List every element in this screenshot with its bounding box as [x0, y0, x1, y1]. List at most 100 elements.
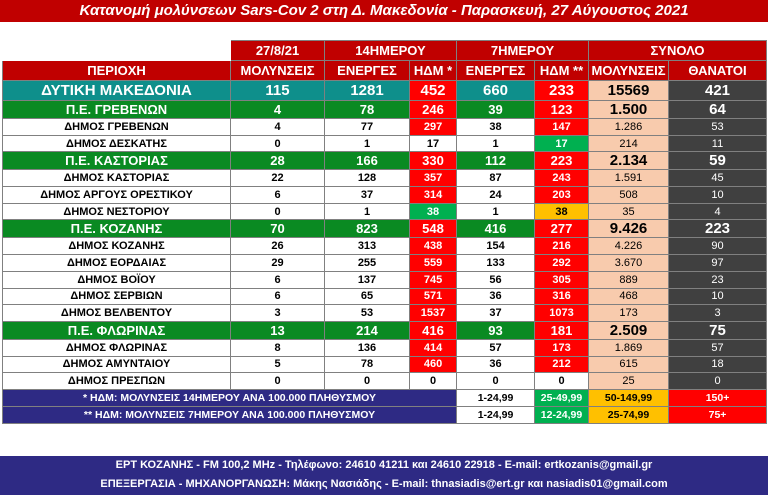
- active-14day: 255: [324, 254, 410, 272]
- daily-infections: 6: [230, 186, 325, 204]
- total-deaths: 223: [668, 219, 768, 239]
- header-hdm14: ΗΔΜ *: [408, 60, 458, 81]
- total-infections: 173: [588, 304, 670, 322]
- active-14day: 823: [324, 219, 410, 239]
- region-name: ΔΗΜΟΣ ΣΕΡΒΙΩΝ: [2, 287, 231, 306]
- hdm-7day: 316: [534, 287, 590, 306]
- region-name: ΔΗΜΟΣ ΓΡΕΒΕΝΩΝ: [2, 118, 231, 136]
- hdm-7day: 292: [534, 254, 590, 272]
- region-name: ΔΥΤΙΚΗ ΜΑΚΕΔΟΝΙΑ: [2, 80, 231, 101]
- region-name: Π.Ε. ΚΑΣΤΟΡΙΑΣ: [2, 151, 231, 171]
- total-infections: 214: [588, 134, 670, 153]
- hdm-14day: 745: [408, 270, 458, 289]
- active-7day: 660: [456, 80, 536, 101]
- active-7day: 133: [456, 254, 536, 272]
- legend-range: 12-24,99: [534, 405, 590, 424]
- hdm-7day: 17: [534, 134, 590, 153]
- active-7day: 1: [456, 202, 536, 221]
- municipality-row: ΔΗΜΟΣ ΚΟΖΑΝΗΣ 26 313 438 154 216 4.226 90: [2, 237, 768, 256]
- active-14day: 1: [324, 202, 410, 221]
- header-total-infections: ΜΟΛΥΝΣΕΙΣ: [588, 60, 670, 81]
- total-deaths: 53: [668, 118, 768, 136]
- header-date: 27/8/21: [230, 40, 325, 61]
- total-deaths: 57: [668, 338, 768, 357]
- region-name: ΔΗΜΟΣ ΚΑΣΤΟΡΙΑΣ: [2, 169, 231, 188]
- region-name: ΔΗΜΟΣ ΔΕΣΚΑΤΗΣ: [2, 134, 231, 153]
- legend-range: 1-24,99: [456, 405, 536, 424]
- covid-table: 27/8/21 14ΗΜΕΡΟΥ 7ΗΜΕΡΟΥ ΣΥΝΟΛΟ ΠΕΡΙΟΧΗ …: [1, 40, 768, 424]
- hdm-14day: 559: [408, 254, 458, 272]
- total-deaths: 64: [668, 100, 768, 119]
- active-14day: 136: [324, 338, 410, 357]
- hdm-7day: 277: [534, 219, 590, 239]
- active-14day: 78: [324, 355, 410, 374]
- daily-infections: 13: [230, 320, 325, 340]
- daily-infections: 5: [230, 355, 325, 374]
- active-14day: 78: [324, 100, 410, 119]
- hdm-14day: 357: [408, 169, 458, 188]
- footer: ΕΡΤ ΚΟΖΑΝΗΣ - FM 100,2 MHz - Τηλέφωνο: 2…: [0, 456, 768, 495]
- header-row-columns: ΠΕΡΙΟΧΗ ΜΟΛΥΝΣΕΙΣ ΕΝΕΡΓΕΣ ΗΔΜ * ΕΝΕΡΓΕΣ …: [2, 60, 768, 81]
- hdm-14day: 452: [408, 80, 458, 101]
- total-infections: 35: [588, 202, 670, 221]
- hdm-14day: 297: [408, 118, 458, 136]
- total-deaths: 75: [668, 320, 768, 340]
- daily-infections: 115: [230, 80, 325, 101]
- municipality-row: ΔΗΜΟΣ ΕΟΡΔΑΙΑΣ 29 255 559 133 292 3.670 97: [2, 254, 768, 272]
- legend-row: ** ΗΔΜ: ΜΟΛΥΝΣΕΙΣ 7ΗΜΕΡΟΥ ΑΝΑ 100.000 ΠΛ…: [1, 405, 768, 424]
- region-name: ΔΗΜΟΣ ΦΛΩΡΙΝΑΣ: [2, 338, 231, 357]
- hdm-14day: 314: [408, 186, 458, 204]
- active-14day: 77: [324, 118, 410, 136]
- daily-infections: 8: [230, 338, 325, 357]
- legend-range: 1-24,99: [456, 388, 536, 407]
- region-name: Π.Ε. ΦΛΩΡΙΝΑΣ: [2, 320, 231, 340]
- municipality-row: ΔΗΜΟΣ ΝΕΣΤΟΡΙΟΥ 0 1 38 1 38 35 4: [2, 202, 768, 221]
- active-7day: 36: [456, 355, 536, 374]
- total-infections: 9.426: [588, 219, 670, 239]
- total-deaths: 90: [668, 237, 768, 256]
- hdm-7day: 203: [534, 186, 590, 204]
- header-deaths: ΘΑΝΑΤΟΙ: [668, 60, 768, 81]
- total-deaths: 11: [668, 134, 768, 153]
- region-name: ΔΗΜΟΣ ΑΡΓΟΥΣ ΟΡΕΣΤΙΚΟΥ: [2, 186, 231, 204]
- active-14day: 128: [324, 169, 410, 188]
- region-name: ΔΗΜΟΣ ΒΕΛΒΕΝΤΟΥ: [2, 304, 231, 322]
- total-deaths: 97: [668, 254, 768, 272]
- daily-infections: 0: [230, 134, 325, 153]
- daily-infections: 22: [230, 169, 325, 188]
- legend-text: ** ΗΔΜ: ΜΟΛΥΝΣΕΙΣ 7ΗΜΕΡΟΥ ΑΝΑ 100.000 ΠΛ…: [1, 405, 458, 424]
- hdm-14day: 330: [408, 151, 458, 171]
- active-7day: 1: [456, 134, 536, 153]
- hdm-14day: 17: [408, 134, 458, 153]
- daily-infections: 26: [230, 237, 325, 256]
- total-infections: 2.134: [588, 151, 670, 171]
- total-infections: 1.591: [588, 169, 670, 188]
- active-7day: 0: [456, 372, 536, 390]
- total-deaths: 10: [668, 287, 768, 306]
- hdm-14day: 571: [408, 287, 458, 306]
- active-7day: 154: [456, 237, 536, 256]
- hdm-14day: 548: [408, 219, 458, 239]
- active-14day: 166: [324, 151, 410, 171]
- active-14day: 137: [324, 270, 410, 289]
- total-deaths: 23: [668, 270, 768, 289]
- header-row-groups: 27/8/21 14ΗΜΕΡΟΥ 7ΗΜΕΡΟΥ ΣΥΝΟΛΟ: [2, 40, 768, 61]
- total-infections: 2.509: [588, 320, 670, 340]
- region-name: ΔΗΜΟΣ ΚΟΖΑΝΗΣ: [2, 237, 231, 256]
- daily-infections: 4: [230, 100, 325, 119]
- active-7day: 36: [456, 287, 536, 306]
- header-14day: 14ΗΜΕΡΟΥ: [323, 40, 458, 61]
- active-7day: 416: [456, 219, 536, 239]
- hdm-7day: 181: [534, 320, 590, 340]
- total-infections: 1.286: [588, 118, 670, 136]
- header-total: ΣΥΝΟΛΟ: [588, 40, 768, 61]
- municipality-row: ΔΗΜΟΣ ΔΕΣΚΑΤΗΣ 0 1 17 1 17 214 11: [2, 134, 768, 153]
- hdm-14day: 0: [408, 372, 458, 390]
- total-deaths: 59: [668, 151, 768, 171]
- active-7day: 24: [456, 186, 536, 204]
- regional-unit-row: Π.Ε. ΦΛΩΡΙΝΑΣ 13 214 416 93 181 2.509 75: [2, 320, 768, 340]
- regional-unit-row: Π.Ε. ΚΑΣΤΟΡΙΑΣ 28 166 330 112 223 2.134 59: [2, 151, 768, 171]
- hdm-14day: 416: [408, 320, 458, 340]
- active-14day: 53: [324, 304, 410, 322]
- municipality-row: ΔΗΜΟΣ ΣΕΡΒΙΩΝ 6 65 571 36 316 468 10: [2, 287, 768, 306]
